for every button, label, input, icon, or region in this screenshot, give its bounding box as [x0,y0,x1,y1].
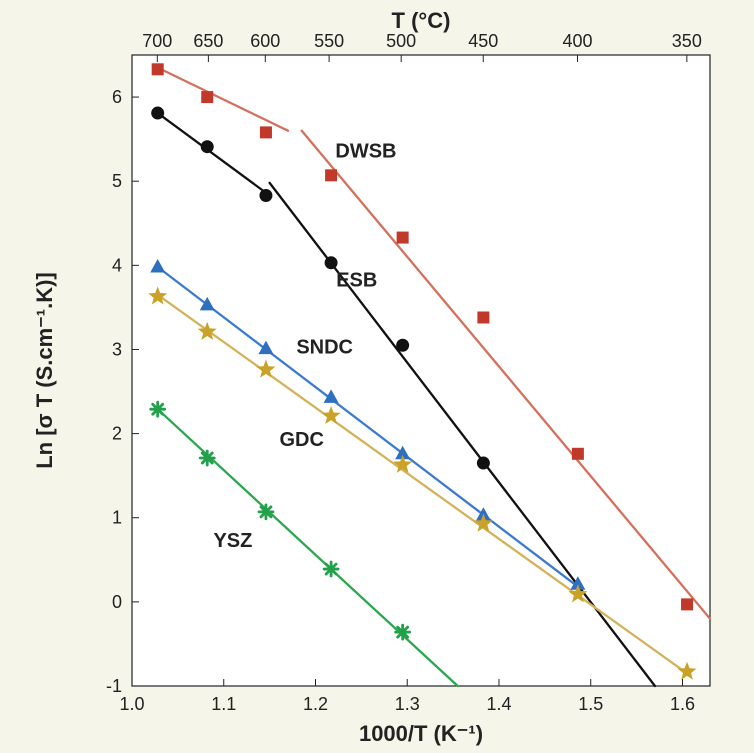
esb-marker [324,256,338,270]
esb-label: ESB [336,269,377,291]
x-tick-label: 1.1 [211,694,236,714]
esb-marker [476,456,490,470]
sndc-marker [258,340,274,355]
sndc-label: SNDC [296,337,353,359]
dwsb-marker [571,447,584,460]
y-tick-label: 4 [112,255,122,275]
x-tick-label: 1.6 [670,694,695,714]
gdc-marker [393,454,413,473]
x-axis-title: 1000/T (K⁻¹) [359,721,483,746]
esb-marker [151,106,165,120]
sndc-marker [150,259,166,273]
x-tick-label: 1.0 [119,694,144,714]
top-axis-title: T (°C) [392,8,451,33]
gdc-marker [321,405,341,425]
x-tick-label: 1.4 [486,694,511,714]
ysz-marker [257,503,275,521]
y-axis-title: Ln [σ T (S.cm⁻¹.K)] [32,272,57,469]
esb-marker [200,140,214,154]
y-tick-label: 3 [112,339,122,359]
x-tick-label: 1.3 [395,694,420,714]
dwsb-marker [477,311,490,324]
gdc-marker [473,513,493,532]
x-tick-label: 1.2 [303,694,328,714]
top-tick-label: 500 [386,31,416,51]
dwsb-marker [681,598,694,611]
ysz-marker [394,623,412,641]
y-tick-label: 6 [112,87,122,107]
gdc-marker [677,661,697,680]
ysz-marker [198,449,216,467]
ysz-marker [149,400,167,418]
sndc-marker [395,445,411,460]
dwsb-label: DWSB [335,141,396,163]
gdc-fit-line [156,293,689,675]
top-tick-label: 650 [193,31,223,51]
dwsb-marker [201,91,214,104]
sndc-marker [199,296,215,311]
sndc-marker [570,576,586,590]
top-tick-label: 350 [672,31,702,51]
esb-marker [396,338,410,352]
gdc-label: GDC [280,429,324,451]
dwsb-fit-line [156,66,290,132]
dwsb-marker [396,231,409,244]
dwsb-marker [151,63,164,76]
sndc-fit-line [156,265,580,588]
top-tick-label: 600 [250,31,280,51]
plot-content: 1.0 1.1 1.2 1.3 1.4 1.5 1.6 -1 0 1 2 3 4 5 6 700 650 600 5… [106,31,712,714]
y-tick-label: 2 [112,424,122,444]
top-tick-label: 400 [562,31,592,51]
esb-fit-line [156,111,271,197]
top-tick-label: 550 [314,31,344,51]
ysz-label: YSZ [213,530,252,552]
gdc-marker [256,359,276,378]
dwsb-marker [259,126,272,139]
sndc-marker [323,389,339,403]
gdc-marker [568,584,588,603]
top-tick-label: 450 [468,31,498,51]
ysz-marker [322,560,340,578]
y-tick-label: 0 [112,592,122,612]
y-tick-label: 5 [112,171,122,191]
esb-marker [259,189,273,203]
dwsb-fit-line [300,129,712,620]
x-tick-label: 1.5 [578,694,603,714]
gdc-marker [148,286,168,305]
dwsb-marker [325,169,338,182]
y-tick-label: 1 [112,508,122,528]
y-tick-label: -1 [106,676,122,696]
top-tick-label: 700 [142,31,172,51]
gdc-marker [197,321,217,340]
plot-area [131,54,711,687]
